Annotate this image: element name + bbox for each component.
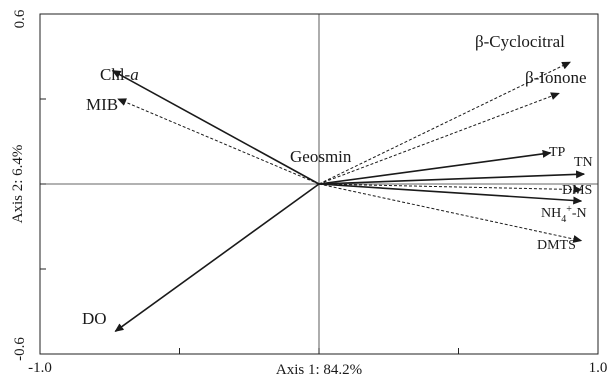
label-tn: TN [574, 155, 593, 170]
vector-tp [318, 149, 552, 185]
vector-labels: β-Cyclocitral β-Ionone MIB Geosmin DMS D… [82, 32, 593, 328]
vector-cyclocitral [318, 61, 571, 185]
label-do: DO [82, 309, 107, 328]
x-tick-label-min: -1.0 [28, 360, 52, 376]
y-axis-ticks [40, 98, 46, 270]
y-tick-label-max: 0.6 [12, 9, 28, 28]
vector-nh4-n [318, 183, 583, 205]
label-nh4-n: NH4+-N [541, 204, 587, 225]
x-axis-ticks [179, 348, 459, 354]
vector-tn [318, 170, 586, 185]
label-b-cyclocitral: β-Cyclocitral [475, 32, 565, 51]
label-geosmin: Geosmin [290, 147, 352, 166]
label-b-ionone: β-Ionone [525, 68, 587, 87]
vector-chl-a [111, 69, 320, 185]
label-chl-a: Chl-a [100, 65, 139, 84]
y-axis-label: Axis 2: 6.4% [10, 145, 26, 224]
biplot-vectors [111, 61, 586, 332]
vector-dms [318, 183, 583, 194]
vector-mib [117, 98, 320, 185]
label-tp: TP [549, 145, 566, 160]
label-mib: MIB [86, 95, 118, 114]
label-dmts: DMTS [537, 238, 576, 253]
x-tick-label-max: 1.0 [589, 360, 608, 376]
y-tick-label-min: -0.6 [12, 337, 28, 361]
vector-do [114, 183, 320, 332]
vector-ionone [318, 92, 560, 185]
x-axis-label: Axis 1: 84.2% [276, 362, 362, 378]
label-dms: DMS [562, 183, 592, 198]
